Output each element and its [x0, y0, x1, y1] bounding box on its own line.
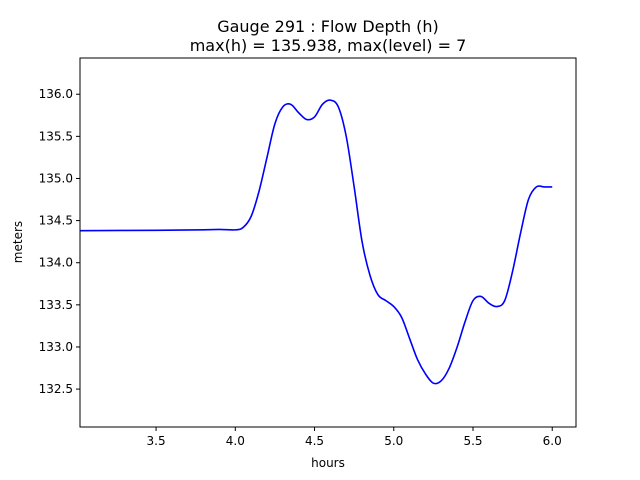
y-tick-label: 134.0: [39, 256, 73, 270]
y-tick-label: 134.5: [39, 214, 73, 228]
y-tick-label: 135.5: [39, 129, 73, 143]
x-tick-label: 5.5: [463, 434, 482, 448]
y-tick-label: 135.0: [39, 171, 73, 185]
x-axis-label: hours: [311, 456, 345, 470]
flow-depth-line: [79, 99, 553, 385]
y-tick-label: 133.5: [39, 298, 73, 312]
x-tick-label: 5.0: [384, 434, 403, 448]
chart-subtitle: max(h) = 135.938, max(level) = 7: [190, 36, 467, 55]
x-tick-label: 3.5: [147, 434, 166, 448]
plot-frame: [79, 57, 577, 428]
y-tick-label: 136.0: [39, 87, 73, 101]
chart-title: Gauge 291 : Flow Depth (h): [217, 17, 439, 36]
y-tick-label: 133.0: [39, 340, 73, 354]
x-axis-ticks: 3.5 4.0 4.5 5.0 5.5 6.0: [147, 427, 562, 448]
x-tick-label: 6.0: [543, 434, 562, 448]
x-tick-label: 4.0: [226, 434, 245, 448]
y-axis-ticks: 132.5 133.0 133.5 134.0 134.5 135.0 135.5 136.0: [39, 87, 80, 396]
x-tick-label: 4.5: [305, 434, 324, 448]
y-axis-label: meters: [11, 221, 25, 263]
y-tick-label: 132.5: [39, 382, 73, 396]
